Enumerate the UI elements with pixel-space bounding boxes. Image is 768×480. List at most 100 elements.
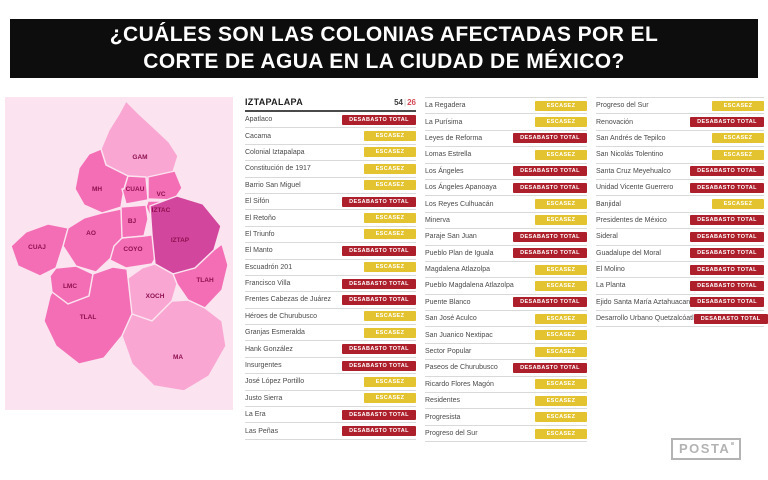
colonia-row: El Sifón DESABASTO TOTAL <box>245 194 416 211</box>
status-badge-escasez: ESCASEZ <box>535 330 587 341</box>
colonia-name: José López Portillo <box>245 378 305 386</box>
colonia-name: Leyes de Reforma <box>425 134 483 142</box>
colonia-row: Cacama ESCASEZ <box>245 128 416 145</box>
colonias-column-1: IZTAPALAPA 54|26 Apatlaco DESABASTO TOTAL… <box>245 97 416 440</box>
colonia-row: José López Portillo ESCASEZ <box>245 374 416 391</box>
colonia-name: Ricardo Flores Magón <box>425 380 494 388</box>
status-badge-escasez: ESCASEZ <box>535 379 587 390</box>
colonia-row: La Purísima ESCASEZ <box>425 114 587 131</box>
colonia-row: El Manto DESABASTO TOTAL <box>245 243 416 260</box>
colonia-name: El Sifón <box>245 198 270 206</box>
posta-logo: POSTA <box>671 438 742 460</box>
trademark-icon <box>731 442 735 445</box>
status-badge-desabasto: DESABASTO TOTAL <box>342 294 416 305</box>
status-badge-desabasto: DESABASTO TOTAL <box>342 360 416 371</box>
colonia-name: Guadalupe del Moral <box>596 249 661 257</box>
map-region-vc <box>147 170 183 201</box>
status-badge-escasez: ESCASEZ <box>712 133 764 144</box>
colonia-row: Renovación DESABASTO TOTAL <box>596 114 764 131</box>
colonia-rows: La Regadera ESCASEZ La Purísima ESCASEZ Leye… <box>425 97 587 443</box>
header-banner: ¿CUÁLES SON LAS COLONIAS AFECTADAS POR E… <box>10 19 758 78</box>
status-badge-escasez: ESCASEZ <box>712 100 764 111</box>
colonia-row: Paraje San Juan DESABASTO TOTAL <box>425 229 587 246</box>
colonia-row: Héroes de Churubusco ESCASEZ <box>245 309 416 326</box>
status-badge-escasez: ESCASEZ <box>364 376 416 387</box>
map-label-iztac: IZTAC <box>152 207 171 214</box>
colonia-row: Pueblo Plan de Iguala DESABASTO TOTAL <box>425 246 587 262</box>
colonia-row: Pueblo Magdalena Atlazolpa ESCASEZ <box>425 278 587 295</box>
map-region-cuaj <box>10 223 69 277</box>
colonia-name: Frentes Cabezas de Juárez <box>245 296 331 304</box>
status-badge-escasez: ESCASEZ <box>712 149 764 160</box>
colonia-row: Apatlaco DESABASTO TOTAL <box>245 112 416 129</box>
colonia-name: El Manto <box>245 247 273 255</box>
colonia-name: Barrio San Miguel <box>245 181 301 189</box>
colonia-name: Renovación <box>596 118 633 126</box>
status-badge-escasez: ESCASEZ <box>364 131 416 142</box>
colonia-name: Las Peñas <box>245 427 279 435</box>
status-badge-desabasto: DESABASTO TOTAL <box>693 313 768 324</box>
map-region-tlal <box>43 266 133 365</box>
colonia-name: El Retoño <box>245 214 276 222</box>
colonia-row: Guadalupe del Moral DESABASTO TOTAL <box>596 246 764 262</box>
colonia-name: La Purísima <box>425 118 463 126</box>
colonia-row: El Triunfo ESCASEZ <box>245 227 416 244</box>
map-label-bj: BJ <box>128 218 137 225</box>
colonia-row: San Andrés de Tepilco ESCASEZ <box>596 131 764 148</box>
colonia-row: Ejido Santa María Aztahuacan DESABASTO TO… <box>596 295 765 312</box>
status-badge-desabasto: DESABASTO TOTAL <box>513 182 587 193</box>
colonia-name: Los Ángeles Apanoaya <box>425 184 497 192</box>
colonia-name: Colonial Iztapalapa <box>245 148 305 156</box>
colonia-row: Los Ángeles DESABASTO TOTAL <box>425 164 587 180</box>
colonia-name: Cacama <box>245 132 272 140</box>
colonia-row: Progreso del Sur ESCASEZ <box>425 426 587 443</box>
colonia-row: Francisco Villa DESABASTO TOTAL <box>245 276 416 293</box>
colonia-name: Francisco Villa <box>245 280 291 288</box>
colonia-row: Magdalena Atlazolpa ESCASEZ <box>425 262 587 279</box>
colonias-column-3: Progreso del Sur ESCASEZ Renovación DESABAS… <box>596 97 768 328</box>
colonia-name: La Planta <box>596 282 626 290</box>
colonia-row: Banjidal ESCASEZ <box>596 196 764 213</box>
status-badge-escasez: ESCASEZ <box>535 199 587 210</box>
colonia-row: Frentes Cabezas de Juárez DESABASTO TOTAL <box>245 292 416 309</box>
cdmx-map: GAM MH CUAU VC IZTAC BJ AO CUAJ COYO IZT… <box>5 97 233 410</box>
status-badge-desabasto: DESABASTO TOTAL <box>342 426 416 437</box>
colonia-name: Magdalena Atlazolpa <box>425 266 490 274</box>
colonia-row: Minerva ESCASEZ <box>425 213 587 230</box>
status-badge-escasez: ESCASEZ <box>364 180 416 191</box>
colonia-name: Residentes <box>425 397 461 405</box>
status-badge-desabasto: DESABASTO TOTAL <box>690 215 764 226</box>
colonia-row: Paseos de Churubusco DESABASTO TOTAL <box>425 360 587 377</box>
colonia-name: Los Ángeles <box>425 167 464 175</box>
colonia-name: Lomas Estrella <box>425 151 472 159</box>
status-badge-escasez: ESCASEZ <box>364 213 416 224</box>
map-label-ma: MA <box>173 354 183 361</box>
status-badge-desabasto: DESABASTO TOTAL <box>342 114 416 125</box>
colonia-row: La Regadera ESCASEZ <box>425 98 587 115</box>
header-title-line1: ¿CUÁLES SON LAS COLONIAS AFECTADAS POR E… <box>109 23 659 47</box>
map-label-iztap: IZTAP <box>171 237 190 244</box>
column-header: IZTAPALAPA 54|26 <box>245 97 416 112</box>
status-badge-escasez: ESCASEZ <box>535 280 587 291</box>
map-label-xoch: XOCH <box>146 293 165 300</box>
colonia-name: Progreso del Sur <box>596 102 649 110</box>
status-badge-desabasto: DESABASTO TOTAL <box>513 297 587 308</box>
colonia-name: Santa Cruz Meyehualco <box>596 167 671 175</box>
status-badge-desabasto: DESABASTO TOTAL <box>513 362 587 373</box>
count-total: 54 <box>394 98 404 107</box>
colonia-name: San Andrés de Tepilco <box>596 134 666 142</box>
colonia-name: Progreso del Sur <box>425 430 478 437</box>
colonia-rows: Apatlaco DESABASTO TOTAL Cacama ESCASEZ Colo… <box>245 112 416 440</box>
colonia-name: San José Aculco <box>425 315 477 323</box>
colonia-name: La Regadera <box>425 102 466 110</box>
colonia-row: Escuadrón 201 ESCASEZ <box>245 260 416 276</box>
map-label-cuaj: CUAJ <box>28 244 46 251</box>
borough-title: IZTAPALAPA <box>245 97 303 107</box>
status-badge-desabasto: DESABASTO TOTAL <box>690 166 764 177</box>
colonia-row: Los Ángeles Apanoaya DESABASTO TOTAL <box>425 180 587 197</box>
colonia-row: Granjas Esmeralda ESCASEZ <box>245 325 416 342</box>
colonia-name: San Juanico Nextipac <box>425 331 493 339</box>
colonia-row: Progreso del Sur ESCASEZ <box>596 98 764 115</box>
colonia-name: Paseos de Churubusco <box>425 364 498 372</box>
colonia-row: Lomas Estrella ESCASEZ <box>425 147 587 164</box>
